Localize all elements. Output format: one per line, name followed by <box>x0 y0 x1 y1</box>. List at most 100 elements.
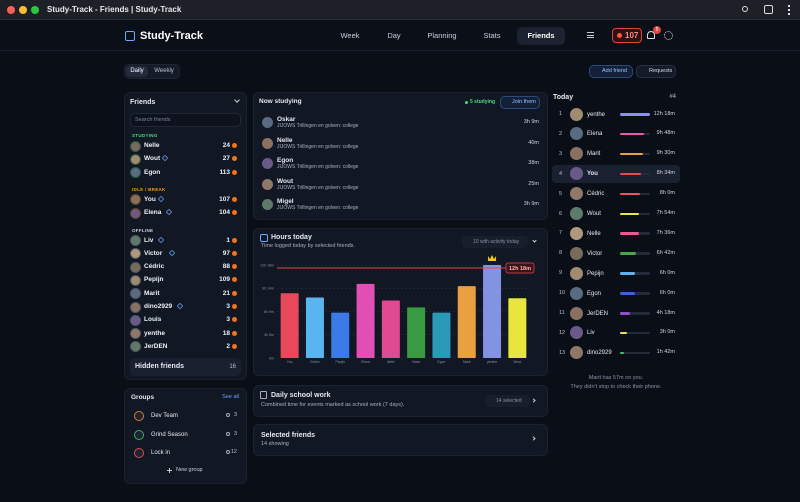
streak-flame <box>232 237 237 243</box>
friend-avatar <box>131 249 140 259</box>
leaderboard-bar <box>620 232 639 235</box>
leaderboard-rank: 10 <box>559 290 566 297</box>
join-button[interactable]: Join them <box>500 96 540 109</box>
studying-duration: 25m <box>528 180 539 187</box>
hidden-friends[interactable] <box>130 358 241 376</box>
section-label: OFFLINE <box>132 227 154 233</box>
window-control <box>19 6 27 14</box>
leaderboard-rank: 9 <box>559 270 563 277</box>
friend-name: dino2929 <box>144 303 173 310</box>
studying-name: Oskar <box>277 116 296 123</box>
see-all-link[interactable]: See all <box>222 394 239 400</box>
friend-name: Cédric <box>144 263 165 271</box>
studying-activity: JIJOWS Trillingen en golven: college <box>277 143 359 150</box>
friend-avatar <box>131 315 140 325</box>
friend-name: yenthe <box>144 329 165 337</box>
leaderboard-bar <box>620 152 644 156</box>
selected-friends-panel[interactable] <box>253 424 548 456</box>
friend-avatar <box>131 342 140 352</box>
leaderboard-bar <box>620 212 640 215</box>
studying-duration: 3h 9m <box>523 201 539 207</box>
group-members: 3 <box>233 412 237 418</box>
leaderboard-track <box>620 272 650 275</box>
friends-title: Friends <box>130 99 156 106</box>
settings-icon[interactable] <box>664 31 673 40</box>
search-input[interactable]: Search friends <box>130 113 241 127</box>
new-group-button[interactable]: New group <box>176 467 203 473</box>
streak-flame <box>232 169 237 175</box>
window-control <box>31 6 39 14</box>
leaderboard-time: 6h 42m <box>656 249 675 256</box>
leaderboard-bar <box>620 113 650 116</box>
leaderboard-name: Marit <box>587 151 601 158</box>
friend-avatar <box>131 208 140 218</box>
friend-name: Liv <box>144 236 154 244</box>
today-rank: #4 <box>669 94 676 100</box>
toggle-option[interactable]: Daily <box>130 68 144 74</box>
friend-streak: 1 <box>226 236 230 244</box>
leaderboard-avatar <box>570 107 583 121</box>
leaderboard-name: Liv <box>587 330 595 337</box>
friend-name: Egon <box>144 168 161 176</box>
leaderboard-bar <box>620 192 640 196</box>
studying-avatar <box>262 199 273 210</box>
friend-streak: 3 <box>226 303 230 310</box>
group-icon <box>134 448 144 458</box>
activity-filter[interactable]: 10 with activity today <box>462 236 528 248</box>
leaderboard-time: 4h 18m <box>656 309 675 316</box>
leaderboard-bar <box>620 351 625 355</box>
friend-avatar <box>131 302 140 312</box>
nav-active-pill <box>517 27 565 45</box>
friend-streak: 24 <box>222 142 230 149</box>
streak-flame <box>232 343 237 349</box>
leaderboard-rank: 8 <box>559 250 563 257</box>
leaderboard-bar <box>620 272 635 275</box>
add-friend-button[interactable]: Add friend <box>589 65 633 78</box>
leaderboard-name: You <box>587 171 598 178</box>
studying-activity: JIJOWS Trillingen en golven: college <box>277 205 359 211</box>
streak-flame <box>232 210 237 216</box>
leaderboard-bar <box>620 331 628 335</box>
streak-flame <box>232 277 237 283</box>
nav-item[interactable]: Stats <box>483 31 501 40</box>
streak-flame <box>232 143 237 148</box>
friend-streak: 18 <box>222 329 230 337</box>
school-filter: 14 selected <box>485 395 530 407</box>
toggle-active <box>126 66 148 77</box>
leaderboard-name: Elena <box>587 131 603 138</box>
leaderboard-bar <box>620 252 637 255</box>
requests-button[interactable]: Requests <box>636 65 676 78</box>
nav-item[interactable]: Friends <box>527 31 555 40</box>
toggle-option[interactable]: Weekly <box>154 68 174 74</box>
friend-streak: 3 <box>226 316 230 324</box>
nav-item[interactable]: Week <box>340 31 360 40</box>
notification-bell[interactable] <box>647 31 655 39</box>
new-group-plus-v <box>169 468 170 473</box>
friends-panel <box>124 92 247 380</box>
leaderboard-time: 9h 48m <box>656 130 675 137</box>
today-note: They didn't stop to check their phone. <box>570 384 662 390</box>
nav-item[interactable]: Day <box>387 31 401 40</box>
leaderboard-bar <box>620 292 635 295</box>
menu-button[interactable] <box>587 32 594 38</box>
studying-duration: 40m <box>528 139 539 146</box>
streak-pill[interactable] <box>612 28 642 43</box>
leaderboard-rank: 6 <box>559 210 563 217</box>
leaderboard-name: Wout <box>587 211 601 217</box>
studying-name: Migel <box>277 198 294 205</box>
streak-count: 107 <box>625 31 639 40</box>
leaderboard-time: 6h 0m <box>659 289 675 296</box>
friend-name: Pepijn <box>144 276 164 284</box>
group-name: Grind Season <box>151 431 188 438</box>
leaderboard-rank: 4 <box>559 170 563 177</box>
group-members: 3 <box>233 430 237 437</box>
members-icon <box>226 431 230 436</box>
friend-streak: 21 <box>222 289 230 297</box>
leaderboard-name: Victor <box>587 250 603 257</box>
nav-item[interactable]: Planning <box>427 31 457 40</box>
friend-avatar <box>131 195 140 205</box>
leaderboard-rank: 2 <box>559 130 563 137</box>
extensions-icon <box>764 5 773 14</box>
section-label: STUDYING <box>132 133 158 138</box>
